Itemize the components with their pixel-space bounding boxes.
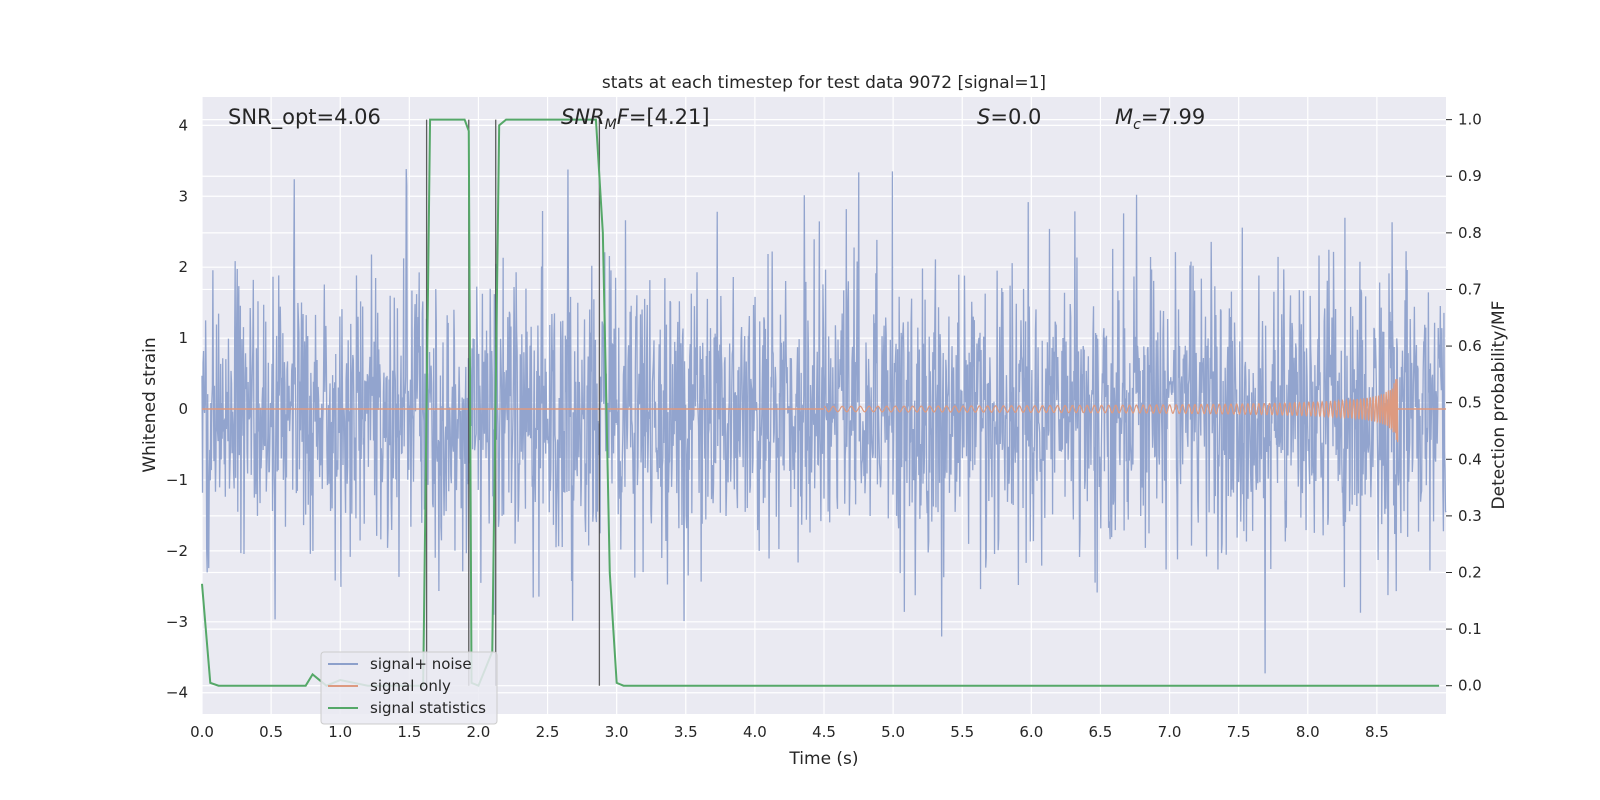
x-tick-label-14: 7.0 bbox=[1158, 723, 1182, 741]
annotation-snr-mf-tail: F bbox=[617, 105, 630, 129]
right-y-tick-label-10: 0.0 bbox=[1458, 677, 1482, 695]
right-y-tick-label-0: 1.0 bbox=[1458, 111, 1482, 129]
x-tick-label-2: 1.0 bbox=[328, 723, 352, 741]
legend-box bbox=[320, 651, 498, 725]
y-tick-label-6: −2 bbox=[166, 542, 188, 560]
annotation-snr-opt: SNR_opt=4.06 bbox=[228, 105, 381, 130]
series-signal-only bbox=[202, 378, 1446, 443]
x-tick-label-4: 2.0 bbox=[467, 723, 491, 741]
right-y-tick-labels: 1.0 0.9 0.8 0.7 0.6 0.5 0.4 0.3 0.2 0.1 0.0 bbox=[1446, 111, 1482, 695]
x-axis-label: Time (s) bbox=[788, 749, 858, 769]
annotation-s-var: S bbox=[977, 105, 990, 129]
annotation-mc-var: M bbox=[1115, 105, 1133, 129]
right-y-tick-label-5: 0.5 bbox=[1458, 394, 1482, 412]
x-tick-label-3: 1.5 bbox=[397, 723, 421, 741]
y-tick-label-2: 2 bbox=[178, 258, 188, 276]
annotation-s-value: =0.0 bbox=[990, 105, 1041, 129]
right-y-tick-label-1: 0.9 bbox=[1458, 167, 1482, 185]
annotation-mc-value: =7.99 bbox=[1141, 105, 1205, 129]
right-y-tick-label-9: 0.1 bbox=[1458, 620, 1482, 638]
x-tick-label-6: 3.0 bbox=[605, 723, 629, 741]
signal-plus-noise-line bbox=[201, 169, 1447, 674]
x-tick-label-11: 5.5 bbox=[950, 723, 974, 741]
x-tick-label-17: 8.5 bbox=[1365, 723, 1389, 741]
x-tick-label-5: 2.5 bbox=[536, 723, 560, 741]
y-tick-label-0: 4 bbox=[178, 116, 188, 134]
y-tick-label-8: −4 bbox=[166, 684, 188, 702]
right-y-tick-label-8: 0.2 bbox=[1458, 563, 1482, 581]
right-y-tick-label-2: 0.8 bbox=[1458, 224, 1482, 242]
right-y-axis-label: Detection probability/MF bbox=[1489, 301, 1509, 510]
annotation-s: S=0.0 bbox=[977, 105, 1041, 129]
y-tick-label-4: 0 bbox=[178, 400, 188, 418]
annotation-snr-mf: SNRMF=[4.21] bbox=[561, 105, 710, 133]
legend-label-signal-statistics: signal statistics bbox=[370, 699, 486, 717]
x-tick-label-10: 5.0 bbox=[881, 723, 905, 741]
y-tick-label-1: 3 bbox=[178, 187, 188, 205]
x-tick-label-12: 6.0 bbox=[1019, 723, 1043, 741]
y-tick-label-3: 1 bbox=[178, 329, 188, 347]
x-tick-label-15: 7.5 bbox=[1227, 723, 1251, 741]
y-axis-label: Whitened strain bbox=[140, 337, 160, 472]
right-y-tick-label-4: 0.6 bbox=[1458, 337, 1482, 355]
y-tick-label-7: −3 bbox=[166, 613, 188, 631]
series-signal-plus-noise bbox=[201, 169, 1447, 674]
annotation-mc-sub: c bbox=[1133, 117, 1141, 133]
right-y-tick-label-6: 0.4 bbox=[1458, 450, 1482, 468]
annotation-mc: Mc=7.99 bbox=[1115, 105, 1205, 133]
y-tick-labels: 4 3 2 1 0 −1 −2 −3 −4 bbox=[166, 116, 188, 701]
x-tick-label-0: 0.0 bbox=[190, 723, 214, 741]
legend: signal+ noise signal only signal statist… bbox=[320, 651, 498, 725]
annotation-snr-mf-main: SNR bbox=[561, 105, 605, 129]
x-tick-label-16: 8.0 bbox=[1296, 723, 1320, 741]
signal-statistics-line bbox=[201, 118, 1440, 688]
annotation-snr-mf-value: =[4.21] bbox=[629, 105, 710, 129]
x-tick-label-7: 3.5 bbox=[674, 723, 698, 741]
legend-label-signal-only: signal only bbox=[370, 677, 451, 695]
x-tick-label-1: 0.5 bbox=[259, 723, 283, 741]
x-tick-label-9: 4.5 bbox=[812, 723, 836, 741]
right-y-tick-label-3: 0.7 bbox=[1458, 280, 1482, 298]
x-tick-label-8: 4.0 bbox=[743, 723, 767, 741]
x-tick-labels: 0.0 0.5 1.0 1.5 2.0 2.5 3.0 3.5 4.0 4.5 5.0 5.5 6.0 6… bbox=[190, 723, 1389, 741]
legend-label-signal-plus-noise: signal+ noise bbox=[370, 655, 472, 673]
chart-title: stats at each timestep for test data 907… bbox=[602, 73, 1046, 93]
right-y-tick-label-7: 0.3 bbox=[1458, 507, 1482, 525]
x-tick-label-13: 6.5 bbox=[1089, 723, 1113, 741]
y-tick-label-5: −1 bbox=[166, 471, 188, 489]
annotation-snr-mf-sub: M bbox=[605, 117, 617, 133]
signal-only-line bbox=[823, 378, 1399, 443]
series-signal-statistics bbox=[201, 118, 1440, 688]
